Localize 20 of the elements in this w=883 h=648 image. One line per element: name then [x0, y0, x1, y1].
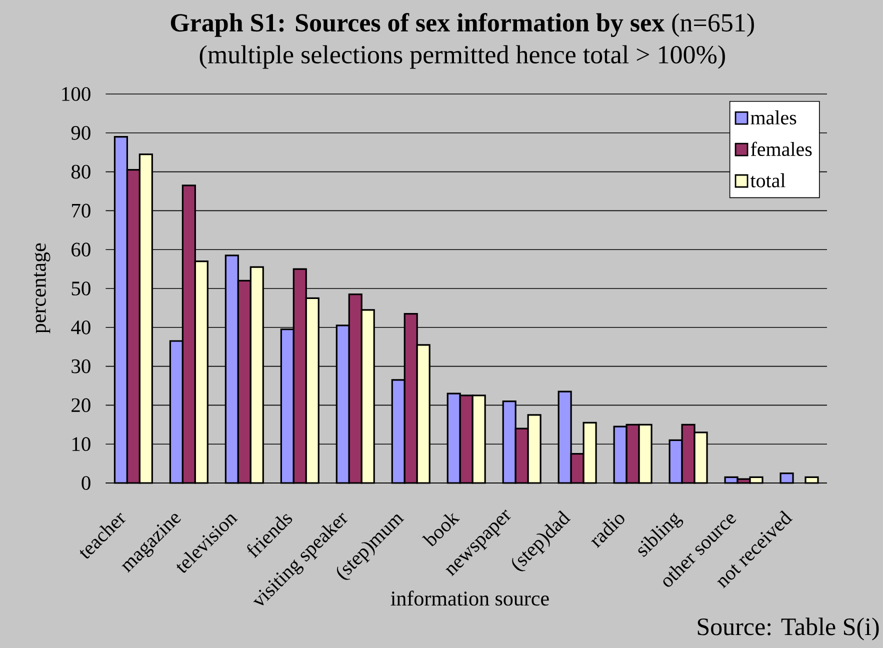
- y-tick-label: 10: [72, 437, 90, 452]
- y-tick-label: 90: [71, 126, 90, 140]
- y-tick-label: 50: [72, 282, 90, 296]
- x-tick-label: radio: [591, 514, 624, 548]
- y-tick-label: 40: [71, 320, 90, 334]
- legend-label: total: [750, 173, 786, 188]
- chart-title: Graph S1: Sources of sex information by sex (n=651): [170, 13, 754, 37]
- y-tick-label: 60: [72, 242, 90, 257]
- legend-label: males: [750, 110, 796, 124]
- source-note: Source: Table S(i): [698, 618, 879, 640]
- y-tick-label: 0: [82, 476, 90, 490]
- y-tick-label: 20: [72, 398, 90, 412]
- y-tick-label: 100: [62, 87, 90, 101]
- y-axis-title: percentage: [34, 243, 50, 334]
- chart-subtitle: (multiple selections permitted hence total > 100%): [200, 45, 725, 69]
- y-tick-label: 80: [71, 164, 90, 179]
- y-tick-label: 30: [72, 359, 90, 374]
- x-axis-title: information source: [390, 590, 549, 606]
- y-tick-label: 70: [72, 204, 90, 218]
- legend-label: females: [750, 142, 812, 156]
